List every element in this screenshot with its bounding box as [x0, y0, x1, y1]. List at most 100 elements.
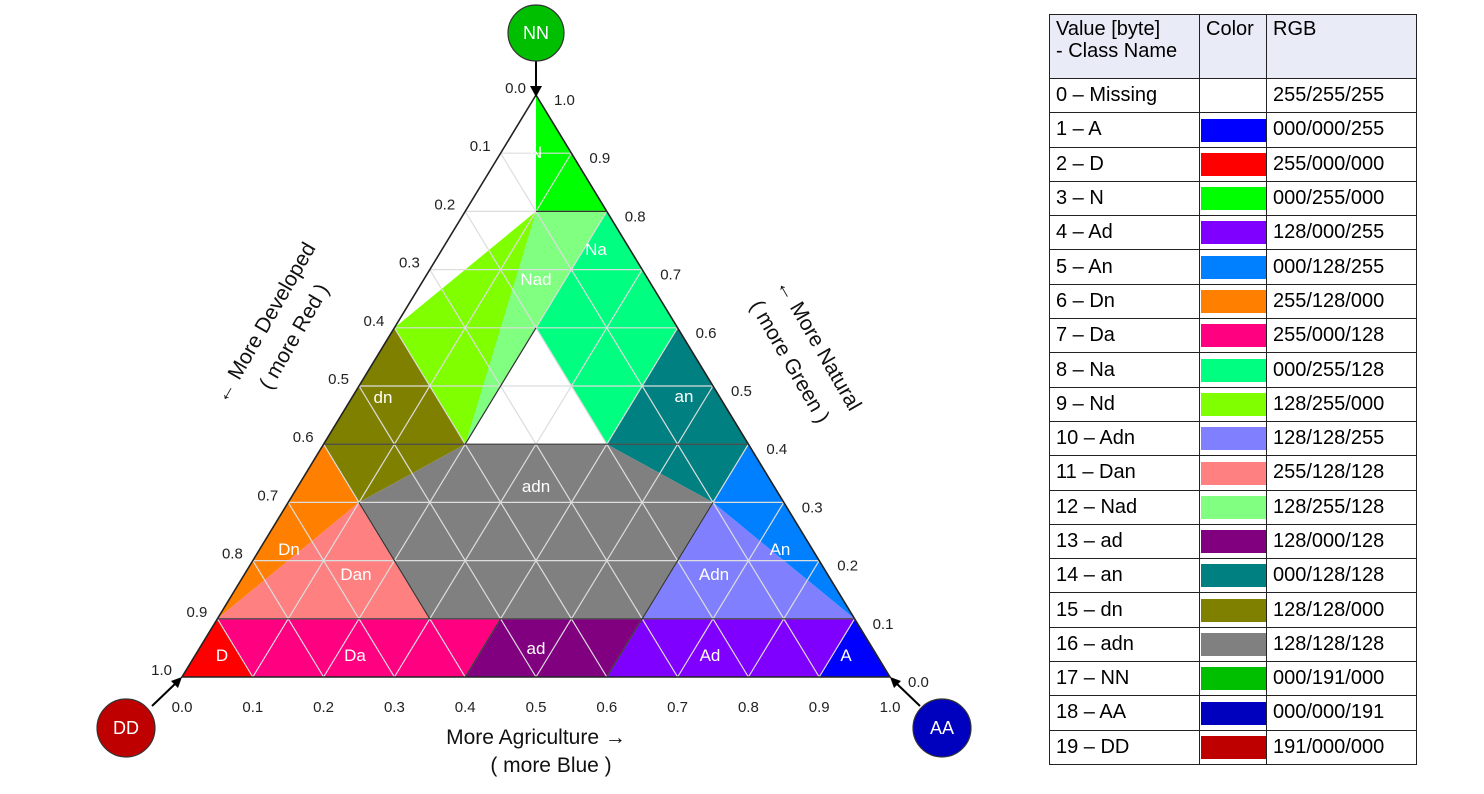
- legend-row: 0 – Missing 255/255/255: [1049, 77, 1417, 114]
- value-class-header-text: Value [byte] - Class Name: [1056, 18, 1178, 62]
- grid-line-agriculture: [535, 385, 714, 678]
- left-axis-tick: 0.5: [328, 371, 349, 388]
- bottom-axis-tick: 0.8: [738, 699, 759, 716]
- class-name-cell: 18 – AA: [1049, 695, 1200, 731]
- class-name-cell: 5 – An: [1049, 249, 1200, 285]
- color-swatch-cell: [1199, 729, 1267, 765]
- bottom-axis-tick: 0.2: [313, 699, 334, 716]
- zone-label-dn: Dn: [278, 540, 300, 559]
- legend-row: 15 – dn 128/128/000: [1049, 592, 1417, 628]
- rgb-value-cell: 255/000/128: [1266, 318, 1417, 354]
- zone-label-dn: dn: [374, 388, 393, 407]
- ternary-diagram: N Nd Na Nad dn an adn Dn Dan Adn An D Da ad Ad A 0.0 0.1…: [96, 4, 972, 777]
- rgb-value-cell: 128/128/255: [1266, 420, 1417, 457]
- rgb-value-cell: 000/191/000: [1266, 661, 1417, 697]
- legend-row: 16 – adn 128/128/128: [1049, 626, 1417, 663]
- class-name-cell: 0 – Missing: [1049, 77, 1200, 114]
- zone-label-ad: Ad: [700, 646, 721, 665]
- zone-label-d: D: [216, 646, 228, 665]
- color-swatch-cell: [1199, 695, 1267, 731]
- class-name-cell: 9 – Nd: [1049, 386, 1200, 422]
- zone-label-dan: Dan: [340, 565, 371, 584]
- zone-region-a: [819, 618, 890, 677]
- class-name-cell: 12 – Nad: [1049, 489, 1200, 525]
- class-name-cell: 16 – adn: [1049, 626, 1200, 663]
- legend-row: 4 – Ad 128/000/255: [1049, 215, 1417, 251]
- color-swatch-cell: [1199, 77, 1267, 114]
- class-name-cell: 4 – Ad: [1049, 215, 1200, 251]
- grid-line-agriculture: [818, 618, 856, 678]
- color-swatch-cell: [1199, 318, 1267, 354]
- left-axis-tick: 0.2: [434, 196, 455, 213]
- legend-row: 7 – Da 255/000/128: [1049, 318, 1417, 354]
- dd-corner-label: DD: [113, 718, 139, 738]
- color-swatch-cell: [1199, 661, 1267, 697]
- color-swatch: [1200, 564, 1266, 588]
- zone-region-dn: [323, 327, 466, 503]
- color-swatch-cell: [1199, 558, 1267, 594]
- bottom-axis-tick: 0.5: [526, 699, 547, 716]
- right-axis-tick: 0.3: [802, 499, 823, 516]
- grid-line-developed: [287, 502, 395, 678]
- legend-row: 19 – DD 191/000/000: [1049, 729, 1417, 765]
- triangle-outline: [180, 93, 892, 678]
- right-axis-tick: 0.6: [696, 325, 717, 342]
- zone-boundaries: [180, 93, 892, 678]
- zone-label-nad: Nad: [520, 270, 551, 289]
- rgb-value-cell: 191/000/000: [1266, 729, 1417, 765]
- color-swatch: [1200, 118, 1266, 142]
- rgb-value-cell: 255/255/255: [1266, 77, 1417, 114]
- class-name-cell: 2 – D: [1049, 146, 1200, 182]
- class-name-cell: 6 – Dn: [1049, 283, 1200, 320]
- right-axis-tick: 1.0: [554, 92, 575, 109]
- rgb-value-cell: 128/128/128: [1266, 626, 1417, 663]
- color-swatch-cell: [1199, 215, 1267, 251]
- color-swatch: [1200, 84, 1266, 108]
- grid-line-agriculture: [252, 152, 572, 678]
- left-axis-tick: 0.6: [293, 429, 314, 446]
- grid-line-agriculture: [393, 269, 643, 678]
- zone-boundary-line: [464, 327, 537, 445]
- rgb-value-cell: 255/128/128: [1266, 455, 1417, 491]
- zone-labels: N Nd Na Nad dn an adn Dn Dan Adn An D Da ad Ad A: [216, 143, 852, 665]
- nn-corner-circle: [507, 4, 565, 62]
- right-axis-tick: 0.8: [625, 208, 646, 225]
- legend-row: 11 – Dan 255/128/128: [1049, 455, 1417, 491]
- color-swatch-cell: [1199, 489, 1267, 525]
- bottom-axis-title: More Agriculture →: [446, 726, 626, 749]
- color-swatch: [1200, 598, 1266, 622]
- color-swatch: [1200, 392, 1266, 416]
- color-swatch-cell: [1199, 249, 1267, 285]
- color-swatch-cell: [1199, 180, 1267, 217]
- class-name-cell: 11 – Dan: [1049, 455, 1200, 491]
- zone-label-adn: Adn: [699, 565, 729, 584]
- legend-row: 14 – an 000/128/128: [1049, 558, 1417, 594]
- legend-row: 2 – D 255/000/000: [1049, 146, 1417, 182]
- dd-arrowhead: [171, 677, 182, 688]
- rgb-value-cell: 128/255/000: [1266, 386, 1417, 422]
- zone-region-an: [713, 444, 855, 619]
- legend-row: 5 – An 000/128/255: [1049, 249, 1417, 285]
- zone-boundary-line: [358, 502, 431, 620]
- zone-boundary-line: [606, 618, 643, 678]
- color-swatch-cell: [1199, 455, 1267, 491]
- right-axis-tick: 0.2: [837, 558, 858, 575]
- legend-header-row: Value [byte] - Class Name Color RGB: [1049, 14, 1417, 79]
- class-name-cell: 13 – ad: [1049, 523, 1200, 560]
- grid-line-developed: [358, 385, 537, 678]
- rgb-value-cell: 000/255/128: [1266, 352, 1417, 388]
- color-swatch-cell: [1199, 420, 1267, 457]
- axis-ticks: 0.0 0.1 0.2 0.3 0.4 0.5 0.6 0.7 0.8 0.9 1.0 0.0 0.1 0…: [151, 80, 929, 716]
- aa-arrowhead: [890, 677, 901, 688]
- color-swatch: [1200, 633, 1266, 656]
- right-axis-tick: 0.9: [589, 150, 610, 167]
- zone-region-da: [217, 618, 501, 677]
- color-header: Color: [1199, 14, 1267, 79]
- rgb-value-cell: 000/255/000: [1266, 180, 1417, 217]
- color-swatch-cell: [1199, 626, 1267, 663]
- aa-corner-circle: [912, 698, 972, 758]
- zone-region-d: [182, 618, 253, 677]
- legend-row: 10 – Adn 128/128/255: [1049, 420, 1417, 457]
- zone-label-a: A: [840, 646, 852, 665]
- aa-corner-label: AA: [930, 718, 954, 738]
